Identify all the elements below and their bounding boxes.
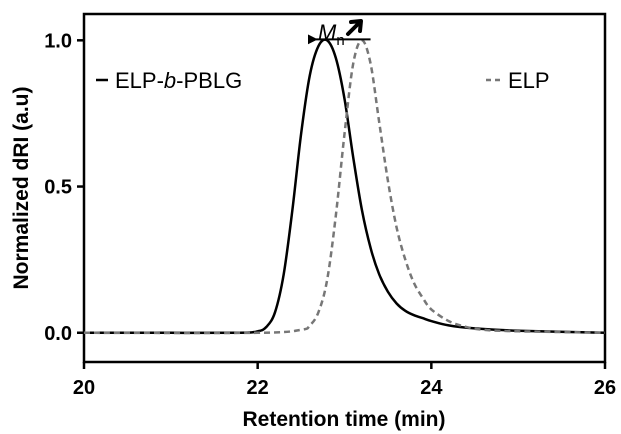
mn-annotation: Mn — [307, 19, 371, 49]
y-axis-title: Normalized dRI (a.u) — [10, 86, 33, 289]
legend-label-elp-b-pblg-part3: -PBLG — [176, 68, 242, 93]
legend-item-elp: ELP — [486, 68, 550, 93]
series-line-elp — [83, 39, 606, 335]
legend-item-elp-b-pblg: ELP-b-PBLG — [96, 68, 242, 93]
legend-label-elp-b-pblg-italic: b — [164, 68, 176, 93]
y-axis-ticks: 0.0 0.5 1.0 — [44, 30, 84, 345]
x-tick-label: 20 — [73, 377, 95, 399]
x-tick-label: 22 — [247, 377, 269, 399]
y-tick-label: 0.5 — [44, 177, 72, 199]
series-layer — [83, 38, 606, 335]
y-tick-label: 1.0 — [44, 30, 72, 52]
mn-label-subscript: n — [336, 32, 344, 49]
x-tick-label: 26 — [594, 377, 616, 399]
legend-label-elp: ELP — [508, 68, 550, 93]
plot-frame — [82, 12, 607, 364]
y-tick-label: 0.0 — [44, 323, 72, 345]
x-axis-ticks: 20 22 24 26 — [73, 362, 616, 399]
mn-increase-arrow-icon — [346, 19, 363, 36]
x-axis-title: Retention time (min) — [243, 408, 446, 431]
legend-label-elp-b-pblg-part1: ELP- — [115, 68, 164, 93]
legend-label-elp-b-pblg: ELP-b-PBLG — [115, 68, 242, 93]
x-tick-label: 24 — [420, 377, 443, 399]
mn-label-main: M — [318, 20, 337, 45]
mn-label: Mn — [318, 20, 345, 49]
